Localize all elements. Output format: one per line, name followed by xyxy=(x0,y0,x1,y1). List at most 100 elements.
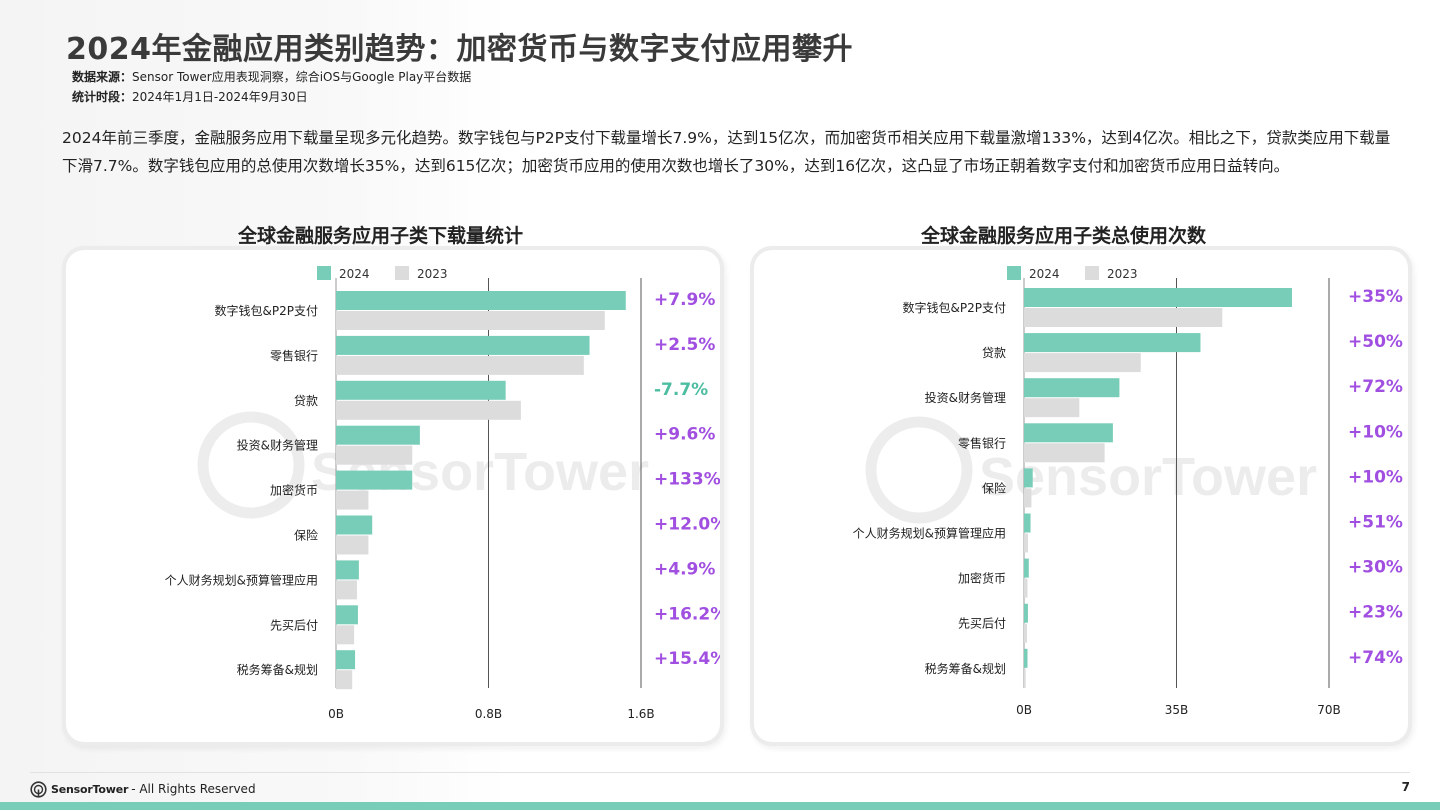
downloads-chart: SensorTower 2024 2023 数字钱包&P2P支付 +7.9% 零售银行 +2… xyxy=(165,266,720,721)
category-label: 个人财务规划&预算管理应用 xyxy=(165,572,318,587)
bar-2024 xyxy=(1024,558,1029,578)
category-label: 数字钱包&P2P支付 xyxy=(903,300,1006,315)
period-text: 2024年1月1日-2024年9月30日 xyxy=(132,90,308,104)
period-label: 统计时段： xyxy=(72,90,133,104)
category-label: 税务筹备&规划 xyxy=(925,661,1006,676)
bar-2023 xyxy=(1024,578,1028,598)
legend-swatch-2023 xyxy=(395,266,409,280)
bottom-accent-bar xyxy=(0,802,1440,810)
bar-2024 xyxy=(336,291,626,310)
growth-label: +7.9% xyxy=(654,290,715,310)
bar-2023 xyxy=(1024,488,1032,508)
bar-2023 xyxy=(1024,308,1223,327)
period-line: 统计时段：2024年1月1日-2024年9月30日 xyxy=(72,88,308,105)
data-source-text: Sensor Tower应用表现洞察，综合iOS与Google Play平台数据 xyxy=(132,70,472,84)
watermark-logo-icon xyxy=(865,416,973,524)
footer-rights: - All Rights Reserved xyxy=(131,782,256,796)
bar-2024 xyxy=(336,560,359,580)
page-number: 7 xyxy=(1401,780,1410,794)
footer: SensorTower - All Rights Reserved xyxy=(30,779,256,799)
category-label: 零售银行 xyxy=(958,435,1006,450)
growth-label: +15.4% xyxy=(654,649,720,669)
category-label: 贷款 xyxy=(294,394,318,408)
category-label: 保险 xyxy=(982,480,1006,495)
legend-swatch-2024 xyxy=(317,266,331,280)
growth-label: +133% xyxy=(654,470,720,490)
category-label: 保险 xyxy=(294,528,318,543)
bar-2023 xyxy=(336,311,605,330)
bar-2023 xyxy=(1024,398,1080,418)
category-label: 贷款 xyxy=(982,346,1006,360)
bar-2023 xyxy=(1024,533,1028,553)
category-label: 数字钱包&P2P支付 xyxy=(215,303,318,318)
legend-swatch-2024 xyxy=(1007,266,1021,280)
bar-2024 xyxy=(336,650,356,670)
growth-label: +35% xyxy=(1348,287,1403,307)
growth-label: +23% xyxy=(1348,603,1403,623)
bar-2024 xyxy=(1024,333,1201,353)
x-tick-label: 0.8B xyxy=(475,707,502,721)
category-label: 加密货币 xyxy=(270,483,318,498)
growth-label: +16.2% xyxy=(654,604,720,624)
category-label: 税务筹备&规划 xyxy=(237,662,318,677)
legend-label-2023: 2023 xyxy=(417,267,448,281)
bar-2023 xyxy=(1024,668,1026,688)
growth-label: +51% xyxy=(1348,513,1403,533)
bar-2023 xyxy=(1024,443,1105,463)
bar-2024 xyxy=(1024,603,1028,623)
bar-2023 xyxy=(336,625,355,645)
footer-divider xyxy=(30,772,1410,773)
x-tick-label: 0B xyxy=(1016,703,1032,717)
category-label: 投资&财务管理 xyxy=(237,438,318,453)
x-tick-label: 70B xyxy=(1317,703,1341,717)
bar-2024 xyxy=(336,335,590,355)
bar-2024 xyxy=(1024,288,1292,307)
watermark: SensorTower xyxy=(197,411,649,519)
growth-label: +10% xyxy=(1348,422,1403,442)
bar-2024 xyxy=(1024,378,1120,398)
page-title: 2024年金融应用类别趋势：加密货币与数字支付应用攀升 xyxy=(66,32,853,67)
growth-label: +2.5% xyxy=(654,335,715,355)
bar-2023 xyxy=(336,670,353,690)
category-label: 加密货币 xyxy=(958,571,1006,586)
legend-label-2024: 2024 xyxy=(1029,267,1060,281)
category-label: 零售银行 xyxy=(270,348,318,363)
category-label: 先买后付 xyxy=(270,618,318,632)
growth-label: +9.6% xyxy=(654,425,715,445)
legend-label-2023: 2023 xyxy=(1107,267,1138,281)
legend-swatch-2023 xyxy=(1085,266,1099,280)
bar-2023 xyxy=(336,535,369,555)
bar-2023 xyxy=(336,400,521,420)
watermark: SensorTower xyxy=(865,416,1317,524)
bar-2023 xyxy=(336,445,413,465)
growth-label: +30% xyxy=(1348,558,1403,578)
growth-label: +72% xyxy=(1348,377,1403,397)
growth-label: +74% xyxy=(1348,648,1403,668)
growth-label: -7.7% xyxy=(654,380,708,400)
growth-label: +50% xyxy=(1348,332,1403,352)
bar-2024 xyxy=(336,425,420,445)
x-tick-label: 0B xyxy=(328,707,344,721)
bar-2023 xyxy=(336,355,584,375)
sensor-tower-logo-icon xyxy=(30,780,47,798)
bar-2024 xyxy=(336,470,413,490)
bar-2023 xyxy=(336,490,369,510)
bar-2024 xyxy=(1024,423,1113,443)
bar-2024 xyxy=(1024,513,1031,533)
bar-2023 xyxy=(1024,623,1028,643)
bar-2024 xyxy=(336,605,358,625)
x-tick-label: 1.6B xyxy=(627,707,654,721)
bar-2023 xyxy=(1024,353,1141,373)
footer-brand: SensorTower xyxy=(51,782,129,796)
sessions-chart-title: 全球金融服务应用子类总使用次数 xyxy=(921,225,1207,247)
downloads-chart-panel: SensorTower 2024 2023 数字钱包&P2P支付 +7.9% 零售银行 +2… xyxy=(66,250,720,742)
bar-2023 xyxy=(336,580,357,600)
bar-2024 xyxy=(336,380,506,400)
sessions-chart-panel: SensorTower 2024 2023 数字钱包&P2P支付 +35% 贷款 +50% 投… xyxy=(754,250,1408,742)
data-source-label: 数据来源： xyxy=(72,70,133,84)
growth-label: +4.9% xyxy=(654,559,715,579)
category-label: 先买后付 xyxy=(958,617,1006,631)
bar-2024 xyxy=(336,515,373,535)
x-tick-label: 35B xyxy=(1165,703,1189,717)
bar-2024 xyxy=(1024,468,1033,488)
